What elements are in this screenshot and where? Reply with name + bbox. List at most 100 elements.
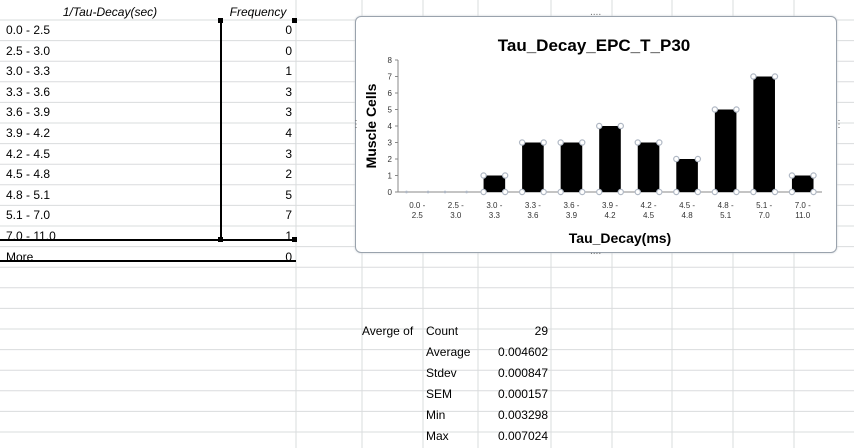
stat-name-cell[interactable]: Count [426,324,459,338]
bar-selection-marker [634,139,641,146]
bin-label-cell[interactable]: 4.2 - 4.5 [6,146,51,161]
y-tick-label: 4 [388,122,393,131]
frequency-cell[interactable]: 1 [285,64,292,79]
stat-value-cell[interactable]: 0.004602 [497,345,548,359]
stat-value-cell[interactable]: 0.000847 [497,366,548,380]
frequency-cell[interactable]: 7 [285,208,292,223]
frequency-cell[interactable]: 5 [285,187,292,202]
y-tick-label: 1 [388,172,393,181]
bar-selection-marker [518,188,526,196]
frequency-cell[interactable]: 1 [285,229,292,243]
histogram-bar [714,109,737,192]
bin-label-cell[interactable]: 7.0 - 11.0 [6,229,56,243]
selection-handle[interactable] [292,18,297,23]
bar-selection-marker [810,172,817,179]
stat-name-cell[interactable]: Stdev [426,366,457,380]
chart-resize-grip-left[interactable]: ⋮ [351,119,361,130]
y-tick-label: 5 [388,106,393,115]
header-frequency[interactable]: Frequency [229,5,287,19]
histogram-bar [599,126,621,192]
stat-value-cell[interactable]: 29 [534,324,548,338]
x-tick-label: 2.5 [412,211,424,220]
stat-name-cell[interactable]: Average [426,345,471,359]
x-tick-label: 0.0 - [409,201,425,210]
frequency-cell[interactable]: 0 [285,43,292,58]
chart-resize-grip-bottom[interactable]: ∙∙∙∙ [590,248,602,259]
histogram-bar [637,142,660,192]
bar-selection-marker [557,188,564,196]
stat-name-cell[interactable]: Max [426,429,449,443]
selection-border-bottom [0,239,296,241]
bar-selection-marker [596,122,603,130]
bar-selection-marker [711,188,719,196]
bar-selection-marker [750,188,757,196]
frequency-cell[interactable]: 3 [285,146,292,161]
stat-name-cell[interactable]: Min [426,408,446,422]
bar-selection-marker [733,106,740,113]
x-tick-label: 3.9 [566,211,578,220]
bar-selection-marker [501,188,509,196]
bar-selection-marker [579,139,586,146]
bar-selection-marker [501,172,509,179]
bin-label-cell[interactable]: 4.8 - 5.1 [6,187,51,202]
y-tick-label: 3 [388,139,393,148]
x-tick-label: 4.5 - [679,201,695,210]
frequency-cell[interactable]: 0 [285,23,292,37]
stat-value-cell[interactable]: 0.003298 [497,408,548,422]
bar-selection-marker [405,190,408,194]
histogram-bar [483,175,506,192]
selection-handle[interactable] [218,18,223,23]
frequency-cell[interactable]: 2 [285,167,292,182]
histogram-bar [753,76,775,192]
frequency-cell[interactable]: 3 [285,84,292,99]
selection-border-left [220,20,222,240]
bar-selection-marker [465,190,469,194]
stat-value-cell[interactable]: 0.007024 [497,429,548,443]
bar-selection-marker [810,188,817,196]
x-tick-label: 2.5 - [448,201,464,210]
bar-selection-marker [480,188,487,196]
bar-selection-marker [771,73,779,80]
x-tick-label: 3.0 [450,211,462,220]
bar-selection-marker [733,188,740,196]
bin-label-cell[interactable]: 0.0 - 2.5 [6,23,51,37]
y-axis-label: Muscle Cells [363,83,379,168]
histogram-chart[interactable]: Tau_Decay_EPC_T_P30 Muscle Cells Tau_Decay… [355,16,837,253]
chart-resize-grip-top[interactable]: ∙∙∙∙ [590,9,602,20]
stats-label[interactable]: Averge of [362,324,414,338]
histogram-bar [676,159,698,192]
bin-label-cell[interactable]: 3.6 - 3.9 [6,105,51,120]
selection-handle[interactable] [292,237,297,242]
bin-label-cell[interactable]: 5.1 - 7.0 [6,208,51,223]
stat-value-cell[interactable]: 0.000157 [497,387,548,401]
selection-handle[interactable] [218,237,223,242]
bin-label-cell[interactable]: 3.0 - 3.3 [6,64,51,79]
bar-selection-marker [480,172,487,179]
x-tick-label: 3.9 - [602,201,618,210]
bar-selection-marker [426,190,430,194]
bar-selection-marker [788,172,796,179]
x-tick-label: 5.1 - [756,201,772,210]
chart-resize-grip-right[interactable]: ⋮ [834,119,844,130]
bin-label-cell[interactable]: 2.5 - 3.0 [6,43,51,58]
frequency-cell[interactable]: 4 [285,126,292,140]
x-tick-label: 4.8 [682,211,694,220]
frequency-cell[interactable]: 3 [285,105,292,120]
x-tick-label: 4.5 [643,211,655,220]
bin-label-cell[interactable]: 3.3 - 3.6 [6,84,51,99]
x-tick-label: 3.6 [527,211,539,220]
bar-selection-marker [673,155,680,163]
bin-label-cell[interactable]: 3.9 - 4.2 [6,126,51,140]
stat-name-cell[interactable]: SEM [426,387,453,401]
bar-selection-marker [788,188,796,196]
x-tick-label: 4.2 - [641,201,657,210]
bin-label-cell[interactable]: More [6,249,34,264]
bar-selection-marker [557,139,564,146]
bin-label-cell[interactable]: 4.5 - 4.8 [6,167,51,182]
chart-canvas: Tau_Decay_EPC_T_P30 Muscle Cells Tau_Decay… [363,36,822,246]
x-tick-label: 3.0 - [486,201,502,210]
bar-selection-marker [518,139,526,146]
x-tick-label: 3.6 - [563,201,579,210]
header-bin[interactable]: 1/Tau-Decay(sec) [62,5,158,19]
frequency-cell[interactable]: 0 [285,249,292,264]
